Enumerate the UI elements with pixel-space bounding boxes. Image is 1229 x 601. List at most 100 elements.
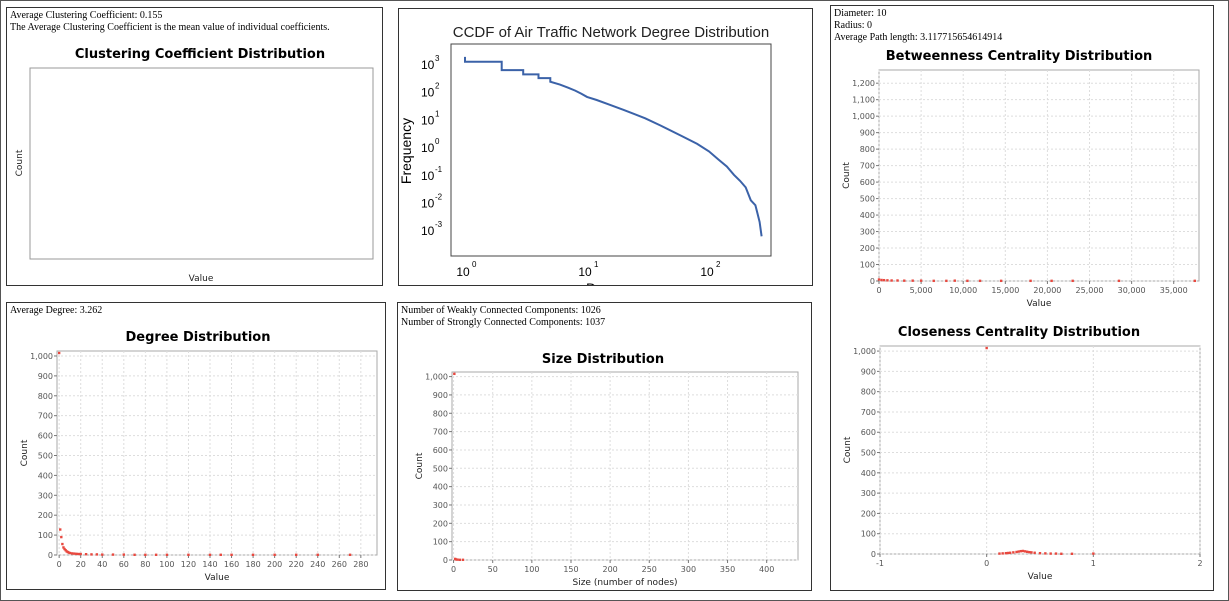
data-point: [68, 551, 72, 555]
x-tick-label: 25,000: [1076, 286, 1104, 295]
data-point: [316, 553, 319, 557]
data-point: [978, 279, 982, 283]
y-tick-label: 900: [860, 129, 875, 138]
chart-title: Degree Distribution: [126, 330, 271, 345]
y-tick-label: 900: [38, 372, 53, 381]
y-tick-label: 1,000: [425, 373, 448, 382]
data-point: [1049, 552, 1052, 555]
data-point: [219, 553, 222, 557]
data-point: [1015, 550, 1018, 554]
y-tick-label: 800: [38, 392, 53, 401]
degree-info: Average Degree: 3.262: [10, 305, 102, 317]
y-tick-label: 0: [48, 551, 53, 560]
svg-text:-3: -3: [435, 220, 443, 229]
plot-area: [878, 69, 1200, 282]
x-tick-label: 280: [353, 560, 368, 569]
x-tick-label: 102: [700, 260, 721, 279]
x-tick-label: 350: [720, 565, 735, 574]
data-point: [456, 558, 459, 561]
x-tick-label: 260: [332, 560, 347, 569]
data-point: [1006, 551, 1010, 555]
x-tick-label: 140: [202, 560, 217, 569]
y-tick-label: 10 -2: [421, 193, 443, 211]
y-tick-label: 100: [860, 261, 875, 270]
x-tick-label: 10,000: [949, 286, 977, 295]
y-tick-label: 400: [861, 469, 876, 478]
data-point: [230, 553, 233, 557]
y-tick-label: 300: [433, 501, 448, 510]
data-point: [985, 346, 988, 350]
ccdf-panel: CCDF of Air Traffic Network Degree Distr…: [398, 8, 813, 286]
y-tick-label: 300: [861, 489, 876, 498]
data-point: [251, 553, 255, 557]
components-info: Number of Weakly Connected Components: 1…: [401, 305, 605, 329]
chart-title: Betweenness Centrality Distribution: [886, 49, 1153, 64]
x-tick-label: 220: [289, 560, 304, 569]
data-point: [1060, 552, 1063, 555]
plot-area: [29, 67, 374, 260]
data-point: [903, 279, 906, 282]
data-point: [1092, 552, 1095, 555]
y-tick-label: 10 2: [421, 82, 440, 100]
chart-title: Size Distribution: [542, 352, 664, 367]
y-tick-label: 500: [38, 451, 53, 460]
data-point: [1008, 551, 1012, 554]
y-tick-label: 700: [38, 412, 53, 421]
x-tick-label: 20: [76, 560, 86, 569]
data-point: [1071, 279, 1074, 283]
y-tick-label: 1,200: [852, 79, 875, 88]
data-point: [1030, 551, 1033, 554]
data-point: [890, 279, 893, 282]
data-point: [932, 279, 935, 283]
y-tick-label: 500: [861, 449, 876, 458]
x-tick-label: 100: [159, 560, 174, 569]
y-tick-label: 300: [860, 228, 875, 237]
y-tick-label: 500: [860, 195, 875, 204]
svg-text:1: 1: [435, 109, 440, 118]
data-point: [1004, 551, 1008, 555]
data-point: [59, 528, 62, 531]
data-point: [111, 553, 115, 556]
avg-clustering-text: Average Clustering Coefficient: 0.155: [10, 10, 163, 21]
svg-text:-1: -1: [435, 165, 443, 174]
data-point: [1026, 550, 1029, 553]
y-axis-label: Count: [842, 162, 852, 189]
chart-title: Closeness Centrality Distribution: [898, 325, 1140, 340]
svg-text:3: 3: [435, 54, 440, 63]
data-point: [60, 535, 63, 539]
y-tick-label: 200: [861, 509, 876, 518]
x-tick-label: 120: [181, 560, 196, 569]
ccdf-series-line: [464, 56, 763, 237]
clustering-chart: Clustering Coefficient Distribution Coun…: [15, 47, 374, 284]
y-tick-label: 10 1: [421, 109, 440, 127]
y-tick-label: 600: [38, 432, 53, 441]
diameter-text: Diameter: 10: [834, 8, 887, 19]
y-tick-label: 600: [433, 446, 448, 455]
clustering-description: The Average Clustering Coefficient is th…: [10, 22, 330, 33]
y-axis-label: Count: [20, 439, 30, 466]
data-point: [154, 553, 158, 557]
data-point: [454, 558, 458, 561]
radius-text: Radius: 0: [834, 20, 873, 31]
clustering-info: Average Clustering Coefficient: 0.155 Th…: [10, 10, 330, 34]
x-tick-label: 60: [119, 560, 129, 569]
svg-text:10: 10: [421, 141, 435, 155]
data-point: [453, 372, 456, 376]
data-point: [911, 279, 914, 282]
x-tick-label: 0: [876, 286, 881, 295]
chart-title: CCDF of Air Traffic Network Degree Distr…: [453, 24, 770, 41]
data-point: [877, 278, 881, 281]
data-point: [62, 546, 65, 549]
data-point: [1023, 550, 1027, 553]
x-tick-label: 20,000: [1033, 286, 1061, 295]
data-point: [70, 552, 74, 555]
plot-area: [879, 345, 1201, 555]
data-point: [886, 279, 889, 282]
data-point: [273, 553, 276, 557]
y-tick-label: 600: [860, 178, 875, 187]
data-point: [966, 279, 969, 283]
data-point: [165, 553, 169, 557]
y-tick-label: 200: [433, 519, 448, 528]
y-axis-label: Count: [15, 149, 25, 176]
